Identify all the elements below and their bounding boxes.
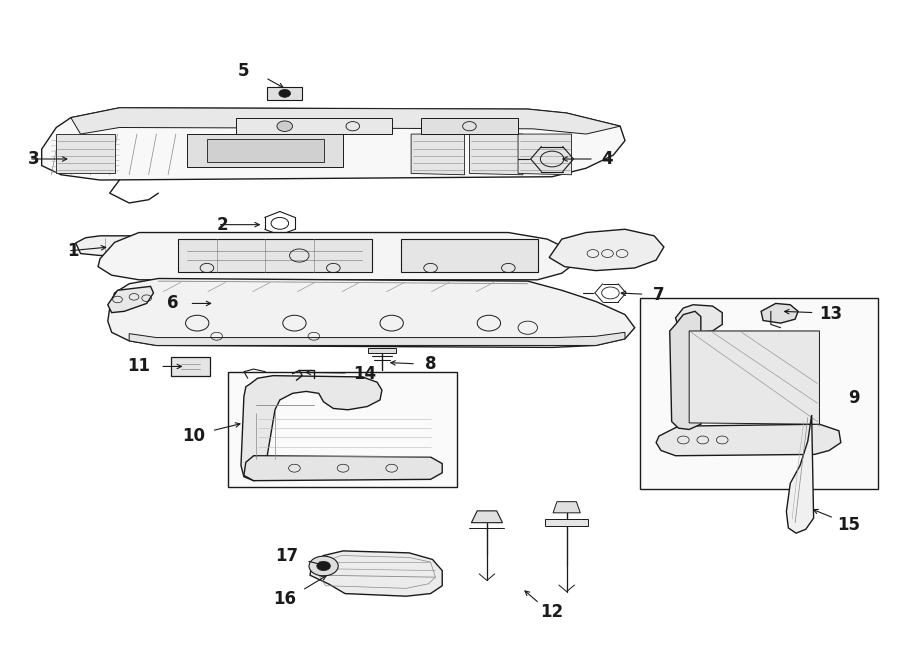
Polygon shape [549, 229, 664, 271]
Text: 13: 13 [820, 305, 842, 323]
Polygon shape [421, 118, 518, 134]
Text: 9: 9 [848, 389, 860, 407]
Text: 3: 3 [28, 150, 40, 168]
Text: 11: 11 [128, 357, 150, 375]
Polygon shape [144, 234, 284, 251]
Text: 2: 2 [217, 216, 229, 234]
Text: 17: 17 [275, 547, 298, 565]
Polygon shape [236, 118, 392, 134]
Polygon shape [518, 134, 572, 175]
Polygon shape [470, 134, 523, 175]
Polygon shape [761, 303, 798, 323]
Circle shape [317, 561, 330, 571]
Polygon shape [472, 511, 502, 523]
Polygon shape [130, 332, 625, 346]
Text: 7: 7 [653, 286, 665, 304]
Polygon shape [76, 236, 173, 256]
Polygon shape [670, 311, 701, 430]
Polygon shape [178, 239, 373, 272]
Polygon shape [267, 87, 302, 100]
Polygon shape [171, 357, 210, 375]
Polygon shape [676, 305, 722, 332]
Polygon shape [108, 279, 634, 348]
Circle shape [277, 121, 292, 132]
Polygon shape [368, 348, 396, 354]
FancyBboxPatch shape [640, 298, 878, 489]
Text: 12: 12 [541, 603, 563, 621]
Polygon shape [56, 134, 114, 173]
Polygon shape [554, 502, 580, 513]
Circle shape [279, 89, 291, 97]
Text: 10: 10 [182, 427, 205, 445]
Text: 8: 8 [425, 355, 436, 373]
Polygon shape [207, 138, 324, 162]
Text: 14: 14 [353, 365, 376, 383]
Polygon shape [187, 134, 343, 167]
Text: 4: 4 [602, 150, 613, 168]
Polygon shape [411, 134, 464, 175]
Polygon shape [41, 108, 625, 180]
Circle shape [309, 556, 338, 576]
Polygon shape [310, 551, 442, 596]
Text: 5: 5 [238, 62, 249, 80]
Text: 1: 1 [67, 242, 78, 260]
Polygon shape [689, 331, 819, 424]
Polygon shape [71, 108, 620, 134]
Polygon shape [656, 424, 841, 455]
FancyBboxPatch shape [229, 372, 457, 487]
Polygon shape [108, 287, 154, 312]
Text: 16: 16 [274, 590, 296, 608]
Polygon shape [545, 520, 588, 526]
Text: 6: 6 [167, 295, 179, 312]
Polygon shape [401, 239, 537, 272]
Polygon shape [98, 232, 576, 280]
Polygon shape [787, 415, 814, 533]
Polygon shape [241, 375, 382, 481]
Polygon shape [244, 455, 442, 481]
Text: 15: 15 [837, 516, 860, 534]
